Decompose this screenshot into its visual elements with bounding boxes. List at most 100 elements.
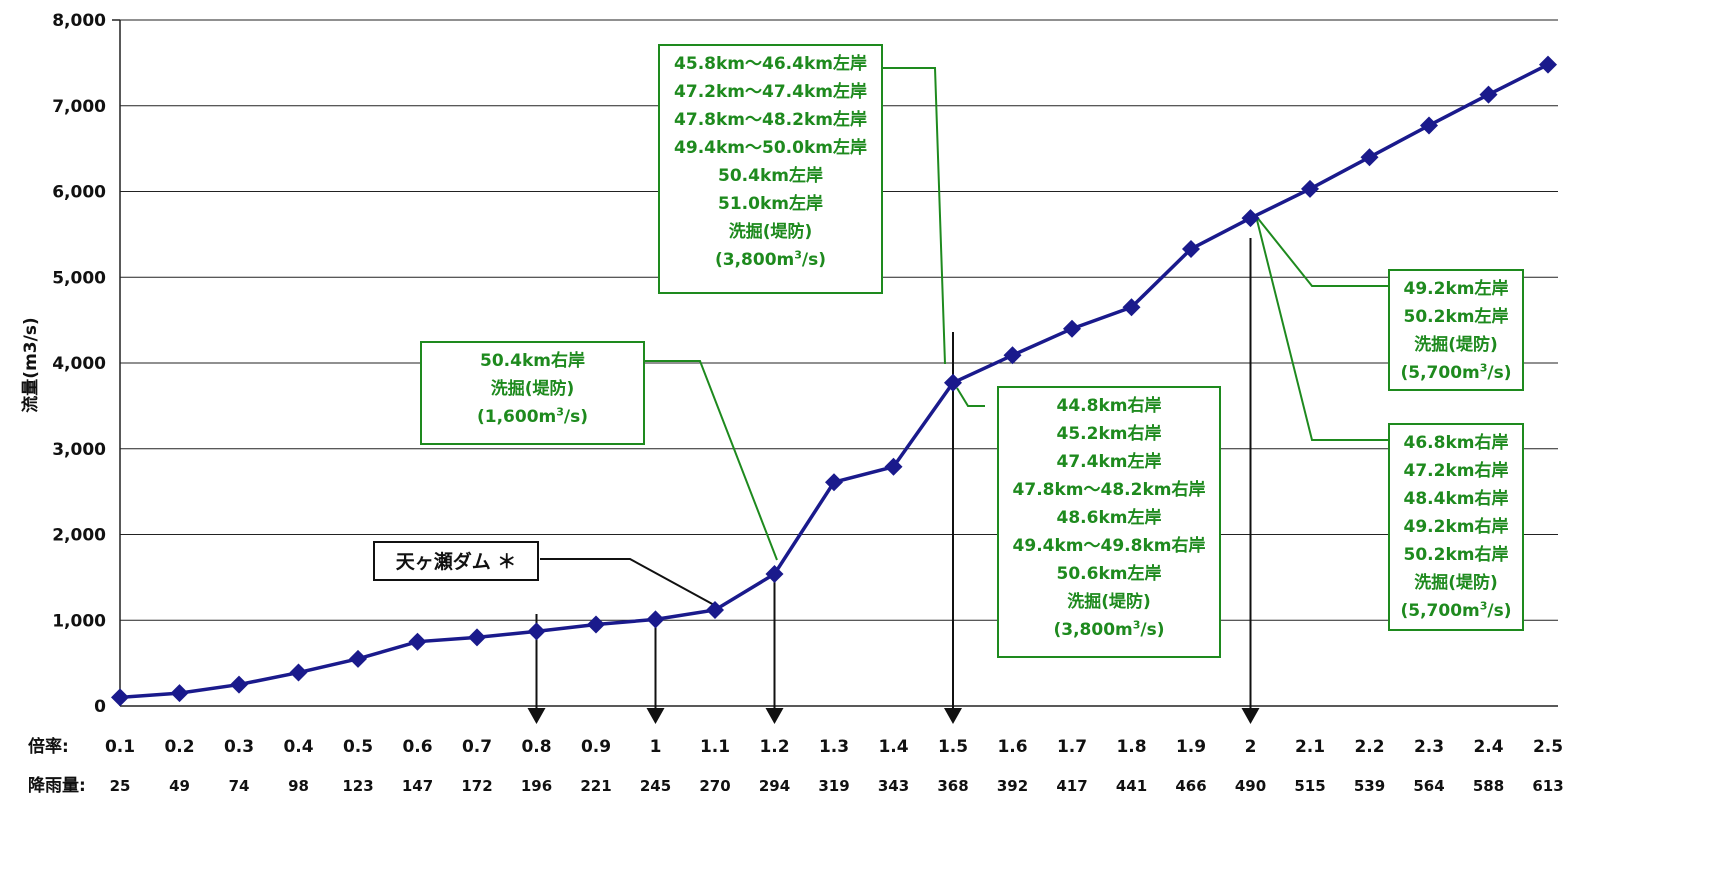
annotation-flow: (5,700m3/s) — [1400, 361, 1512, 383]
annotation-line: 44.8km右岸 — [1056, 396, 1162, 416]
data-point — [1539, 55, 1557, 74]
annotation-line: 46.8km右岸 — [1403, 433, 1509, 453]
data-point — [765, 564, 784, 583]
data-point — [825, 473, 843, 492]
x-tick-label: 2.4 — [1473, 737, 1503, 757]
rainfall-label: 466 — [1175, 777, 1206, 795]
rainfall-label: 539 — [1354, 777, 1385, 795]
y-tick-labels: 0 1,000 2,000 3,000 4,000 5,000 6,000 7,000 8,00… — [52, 11, 106, 717]
leader-line — [540, 558, 717, 607]
x-tick-label: 1.3 — [819, 737, 849, 757]
annotation-line: 45.2km右岸 — [1056, 424, 1162, 444]
y-tick-label: 2,000 — [52, 526, 106, 546]
data-point — [1063, 319, 1081, 338]
arrow-head — [1241, 708, 1260, 724]
rainfall-label: 172 — [461, 777, 492, 795]
y-tick-label: 1,000 — [52, 611, 106, 631]
rainfall-label: 245 — [640, 777, 671, 795]
x-tick-labels: 0.1 25 0.2 49 0.3 74 0.4 98 0.5 123 0.6 147 0.7 172 0.… — [105, 737, 1564, 795]
leader-line — [883, 67, 946, 365]
data-point — [587, 615, 605, 634]
annotation-a1600: 50.4km右岸 洗掘(堤防) (1,600m3/s) — [420, 341, 645, 445]
x-tick-label: 2.1 — [1295, 737, 1325, 757]
data-point — [289, 663, 308, 682]
data-point — [111, 688, 129, 707]
annotation-line: 49.4km～49.8km右岸 — [1012, 536, 1206, 556]
annotation-line: 47.8km～48.2km左岸 — [674, 110, 867, 130]
data-point — [1003, 346, 1022, 365]
annotation-flow: (1,600m3/s) — [476, 405, 589, 427]
annotation-line: 47.8km～48.2km右岸 — [1012, 480, 1206, 500]
data-point — [230, 675, 248, 694]
rainfall-label: 343 — [878, 777, 909, 795]
annotation-line: 47.2km～47.4km左岸 — [674, 82, 867, 102]
annotation-line: 天ヶ瀬ダム ＊ — [395, 551, 517, 573]
data-point — [1241, 209, 1260, 228]
rainfall-label: 319 — [818, 777, 849, 795]
annotation-line: 50.4km左岸 — [718, 166, 823, 186]
annotation-line: 洗掘(堤防) — [1067, 592, 1151, 612]
annotation-line: 50.4km右岸 — [480, 351, 585, 371]
x-tick-label: 1.8 — [1116, 737, 1146, 757]
annotation-line: 49.4km～50.0km左岸 — [674, 138, 867, 158]
data-point — [468, 628, 486, 647]
rainfall-label: 49 — [169, 777, 190, 795]
annotation-line: 50.2km右岸 — [1403, 545, 1509, 565]
annotation-line: 50.2km左岸 — [1403, 307, 1509, 327]
data-point — [1122, 298, 1141, 317]
annotation-line: 48.4km右岸 — [1403, 489, 1509, 509]
annotation-line: 45.8km～46.4km左岸 — [674, 54, 867, 74]
annotation-line: 洗掘(堤防) — [728, 222, 813, 242]
rainfall-label: 613 — [1532, 777, 1563, 795]
x-tick-label: 0.8 — [521, 737, 551, 757]
annotation-line: 47.2km右岸 — [1403, 461, 1509, 481]
y-tick-label: 5,000 — [52, 268, 106, 288]
series-group — [111, 55, 1557, 707]
x-tick-label: 0.9 — [581, 737, 611, 757]
x-tick-label: 0.5 — [343, 737, 373, 757]
y-tick-label: 3,000 — [52, 440, 106, 460]
data-point — [170, 684, 189, 703]
data-point — [1360, 148, 1379, 167]
data-point — [884, 457, 903, 476]
x-tick-label: 2.2 — [1354, 737, 1384, 757]
rainfall-label: 515 — [1294, 777, 1325, 795]
x-tick-label: 0.6 — [402, 737, 432, 757]
x-tick-label: 1.4 — [878, 737, 908, 757]
leader-line — [956, 387, 985, 407]
rainfall-label: 417 — [1056, 777, 1087, 795]
axes — [112, 19, 1558, 707]
annotation-a5700b: 46.8km右岸 47.2km右岸 48.4km右岸 49.2km右岸 50.2km右岸… — [1388, 423, 1524, 631]
x-tick-label: 1.5 — [938, 737, 968, 757]
leader-line — [1255, 215, 1388, 441]
rainfall-label: 270 — [699, 777, 730, 795]
data-point — [706, 600, 724, 619]
x-tick-label: 1.7 — [1057, 737, 1087, 757]
annotation-line: 50.6km左岸 — [1056, 564, 1162, 584]
ratio-row-label: 倍率: — [28, 736, 69, 757]
x-tick-label: 2.3 — [1414, 737, 1444, 757]
annotation-line: 51.0km左岸 — [718, 194, 823, 214]
data-point — [646, 610, 665, 629]
annotation-leaders — [540, 67, 1388, 607]
x-tick-label: 0.3 — [224, 737, 254, 757]
annotation-line: 49.2km左岸 — [1403, 279, 1509, 299]
arrow-markers — [527, 238, 1260, 724]
rainfall-label: 98 — [288, 777, 309, 795]
data-point — [944, 373, 962, 392]
arrow-head — [944, 708, 962, 724]
x-tick-label: 0.1 — [105, 737, 135, 757]
rainfall-label: 564 — [1413, 777, 1444, 795]
annotation-line: 洗掘(堤防) — [490, 379, 575, 399]
arrow-head — [765, 708, 784, 724]
rainfall-label: 196 — [521, 777, 552, 795]
x-tick-label: 1.2 — [759, 737, 789, 757]
data-point — [349, 649, 367, 668]
rainfall-label: 392 — [997, 777, 1028, 795]
annotation-flow: (3,800m3/s) — [714, 248, 827, 270]
data-point — [1420, 116, 1438, 135]
x-tick-label: 0.4 — [283, 737, 313, 757]
x-tick-label: 1 — [650, 737, 662, 757]
leader-line — [645, 360, 778, 561]
